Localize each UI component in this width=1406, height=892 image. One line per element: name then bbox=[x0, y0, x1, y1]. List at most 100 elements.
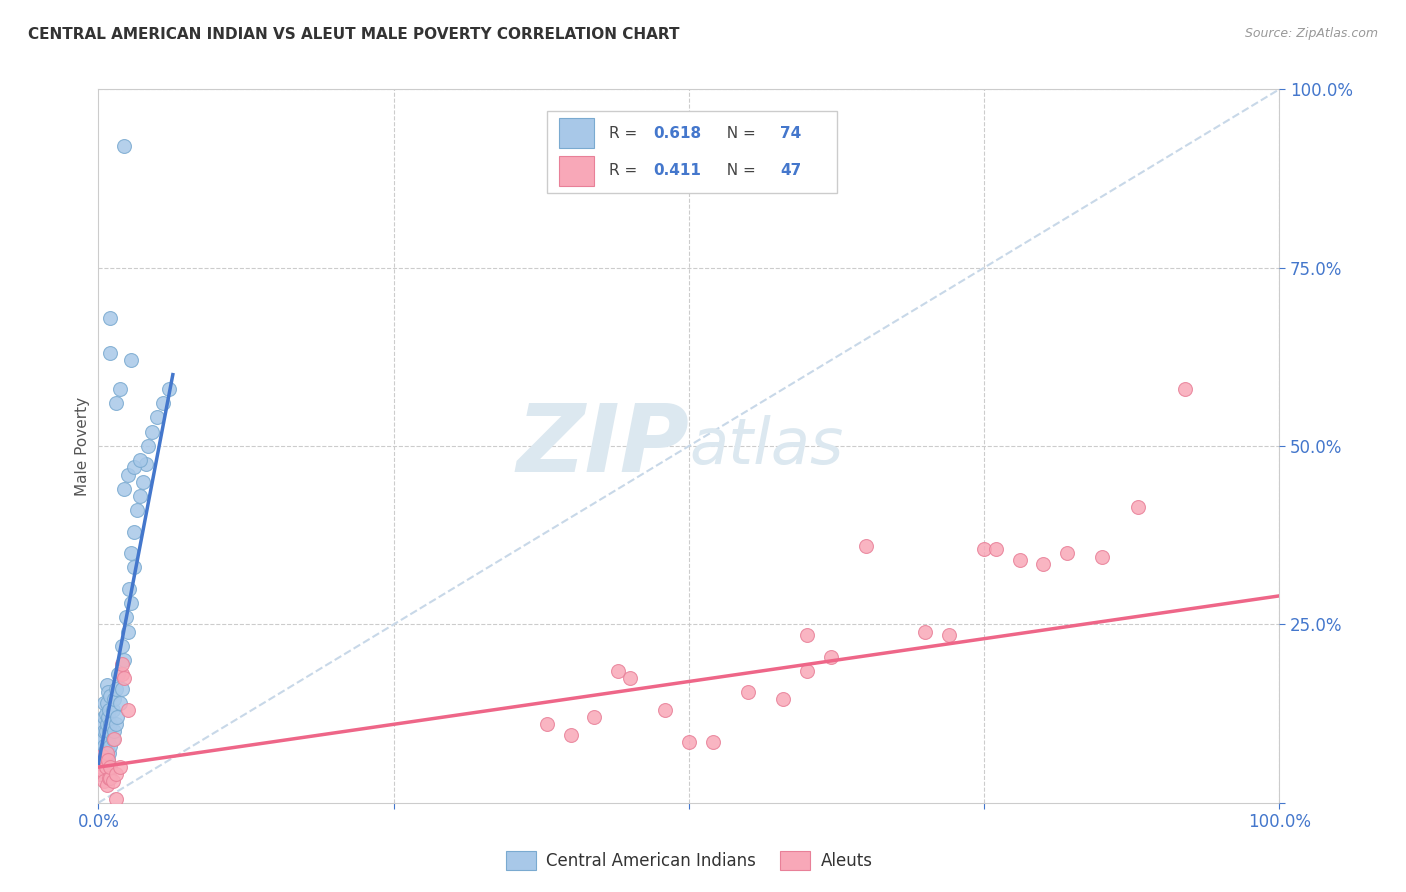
Point bbox=[938, 628, 960, 642]
Text: R =: R = bbox=[609, 126, 641, 141]
Text: Source: ZipAtlas.com: Source: ZipAtlas.com bbox=[1244, 27, 1378, 40]
Point bbox=[112, 671, 135, 685]
Point bbox=[132, 475, 155, 489]
Point bbox=[112, 482, 135, 496]
Point bbox=[93, 696, 115, 710]
Point bbox=[93, 710, 115, 724]
Point bbox=[98, 771, 121, 785]
Point bbox=[97, 710, 120, 724]
FancyBboxPatch shape bbox=[560, 119, 595, 148]
Point bbox=[105, 396, 128, 410]
Point bbox=[984, 542, 1007, 557]
Point bbox=[1091, 549, 1114, 564]
Text: R =: R = bbox=[609, 163, 641, 178]
Point bbox=[607, 664, 630, 678]
Point bbox=[654, 703, 676, 717]
Point bbox=[94, 760, 117, 774]
Point bbox=[108, 760, 131, 774]
Point bbox=[105, 717, 128, 731]
Point bbox=[152, 396, 174, 410]
Point bbox=[93, 739, 115, 753]
Point bbox=[583, 710, 606, 724]
Point bbox=[97, 753, 120, 767]
Point bbox=[105, 792, 128, 806]
Point bbox=[93, 774, 115, 789]
Point bbox=[107, 667, 129, 681]
Point bbox=[96, 717, 118, 731]
Point bbox=[94, 706, 117, 721]
Point bbox=[91, 756, 114, 771]
Point bbox=[117, 703, 139, 717]
Point bbox=[1174, 382, 1197, 396]
Point bbox=[121, 596, 143, 610]
Point bbox=[737, 685, 759, 699]
Point bbox=[121, 546, 143, 560]
Point bbox=[90, 760, 112, 774]
Point bbox=[103, 731, 125, 746]
Point bbox=[122, 560, 145, 574]
Point bbox=[111, 639, 134, 653]
Point bbox=[1008, 553, 1031, 567]
Point bbox=[97, 753, 120, 767]
Point bbox=[91, 760, 114, 774]
Point bbox=[96, 778, 118, 792]
Point bbox=[96, 746, 118, 760]
Point bbox=[772, 692, 794, 706]
Point bbox=[117, 467, 139, 482]
Text: 0.411: 0.411 bbox=[654, 163, 702, 178]
Point bbox=[128, 453, 150, 467]
Point bbox=[118, 582, 141, 596]
Point bbox=[1056, 546, 1078, 560]
Point bbox=[112, 653, 135, 667]
Text: CENTRAL AMERICAN INDIAN VS ALEUT MALE POVERTY CORRELATION CHART: CENTRAL AMERICAN INDIAN VS ALEUT MALE PO… bbox=[28, 27, 679, 42]
Point bbox=[117, 624, 139, 639]
Point bbox=[90, 756, 112, 771]
Point bbox=[94, 760, 117, 774]
Point bbox=[111, 667, 134, 681]
Point bbox=[90, 749, 112, 764]
Point bbox=[127, 503, 149, 517]
Legend: Central American Indians, Aleuts: Central American Indians, Aleuts bbox=[499, 844, 879, 877]
Point bbox=[105, 767, 128, 781]
Point bbox=[1126, 500, 1149, 514]
Point bbox=[796, 664, 818, 678]
Point bbox=[93, 753, 115, 767]
Point bbox=[855, 539, 877, 553]
Point bbox=[98, 771, 121, 785]
Point bbox=[98, 746, 121, 760]
Text: atlas: atlas bbox=[689, 415, 844, 477]
Point bbox=[98, 760, 121, 774]
Point bbox=[97, 685, 120, 699]
Point bbox=[108, 696, 131, 710]
Point bbox=[94, 724, 117, 739]
Point bbox=[101, 774, 124, 789]
Point bbox=[914, 624, 936, 639]
Point bbox=[91, 753, 114, 767]
Point bbox=[128, 489, 150, 503]
Point bbox=[98, 689, 121, 703]
FancyBboxPatch shape bbox=[560, 155, 595, 186]
Point bbox=[91, 749, 114, 764]
Point bbox=[146, 410, 169, 425]
Point bbox=[96, 756, 118, 771]
Point bbox=[141, 425, 163, 439]
Point bbox=[108, 382, 131, 396]
Point bbox=[96, 678, 118, 692]
FancyBboxPatch shape bbox=[547, 111, 837, 193]
Point bbox=[89, 767, 111, 781]
Point bbox=[796, 628, 818, 642]
Point bbox=[136, 439, 159, 453]
Point bbox=[101, 703, 124, 717]
Text: N =: N = bbox=[717, 126, 761, 141]
Text: ZIP: ZIP bbox=[516, 400, 689, 492]
Point bbox=[91, 764, 114, 778]
Text: 47: 47 bbox=[780, 163, 801, 178]
Point bbox=[536, 717, 558, 731]
Point bbox=[122, 460, 145, 475]
Point bbox=[121, 353, 143, 368]
Point bbox=[103, 724, 125, 739]
Point bbox=[91, 767, 114, 781]
Point bbox=[678, 735, 700, 749]
Point bbox=[98, 724, 121, 739]
Point bbox=[98, 346, 121, 360]
